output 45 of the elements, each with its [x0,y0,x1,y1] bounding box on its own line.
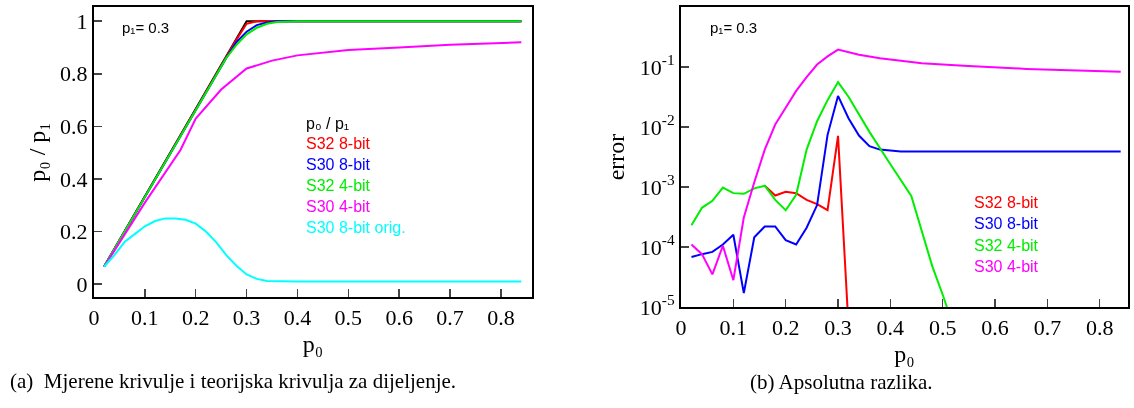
x-tick-label: 0.3 [824,315,852,341]
annotation: p₁= 0.3 [122,19,170,36]
x-tick-label: 0.2 [181,305,210,331]
x-tick-label: 0.1 [719,315,748,341]
y-axis-title: p₀ / p₁ [23,122,50,182]
x-tick-label: 0.2 [771,315,800,341]
text: S32 8-bit [306,135,371,152]
y-axis-title: error [603,133,630,181]
y-tick-label: 10$^{-5}$ [639,291,675,320]
y-tick-label: 0.2 [60,219,88,245]
text: S32 4-bit [974,237,1039,254]
text: (b) Apsolutna razlika. [750,370,933,394]
text: S30 4-bit [306,198,371,215]
text: p₀ / p₁ [306,115,350,132]
annotation: p₁= 0.3 [710,19,758,36]
x-tick-label: 0.7 [436,305,464,331]
text: S30 8-bit [974,215,1039,232]
x-tick-label: 0.5 [928,315,957,341]
x-tick-label: 0.6 [981,315,1009,341]
x-axis-title: p₀ [302,331,324,358]
x-tick-label: 0.8 [487,305,515,331]
text: S30 8-bit [306,156,371,173]
x-tick-label: 0.5 [334,305,363,331]
x-tick-label: 0.6 [385,305,413,331]
y-tick-label: 10$^{-4}$ [639,231,675,260]
y-tick-label: 1 [76,8,88,34]
text: S32 8-bit [974,194,1039,211]
y-tick-label: 10$^{-3}$ [639,171,675,200]
x-tick-label: 0.7 [1033,315,1062,341]
y-tick-label: 0 [76,271,88,297]
x-tick-label: 0.1 [131,305,159,331]
text: S30 8-bit orig. [306,219,406,236]
text: S30 4-bit [974,258,1039,275]
y-tick-label: 10$^{-1}$ [639,51,675,80]
x-tick-label: 0.4 [876,315,905,341]
text: S32 4-bit [306,177,371,194]
y-tick-label: 10$^{-2}$ [639,111,675,140]
y-tick-label: 0.8 [60,61,88,87]
x-tick-label: 0.3 [232,305,261,331]
x-axis-title: p₀ [894,341,915,368]
x-tick-label: 0.4 [283,305,312,331]
y-tick-label: 0.4 [60,166,88,192]
text: (a) Mjerene krivulje i teorijska krivulja za dijeljenje. [10,369,457,393]
y-tick-label: 0.6 [60,114,88,140]
x-tick-label: 0.8 [1085,315,1114,341]
